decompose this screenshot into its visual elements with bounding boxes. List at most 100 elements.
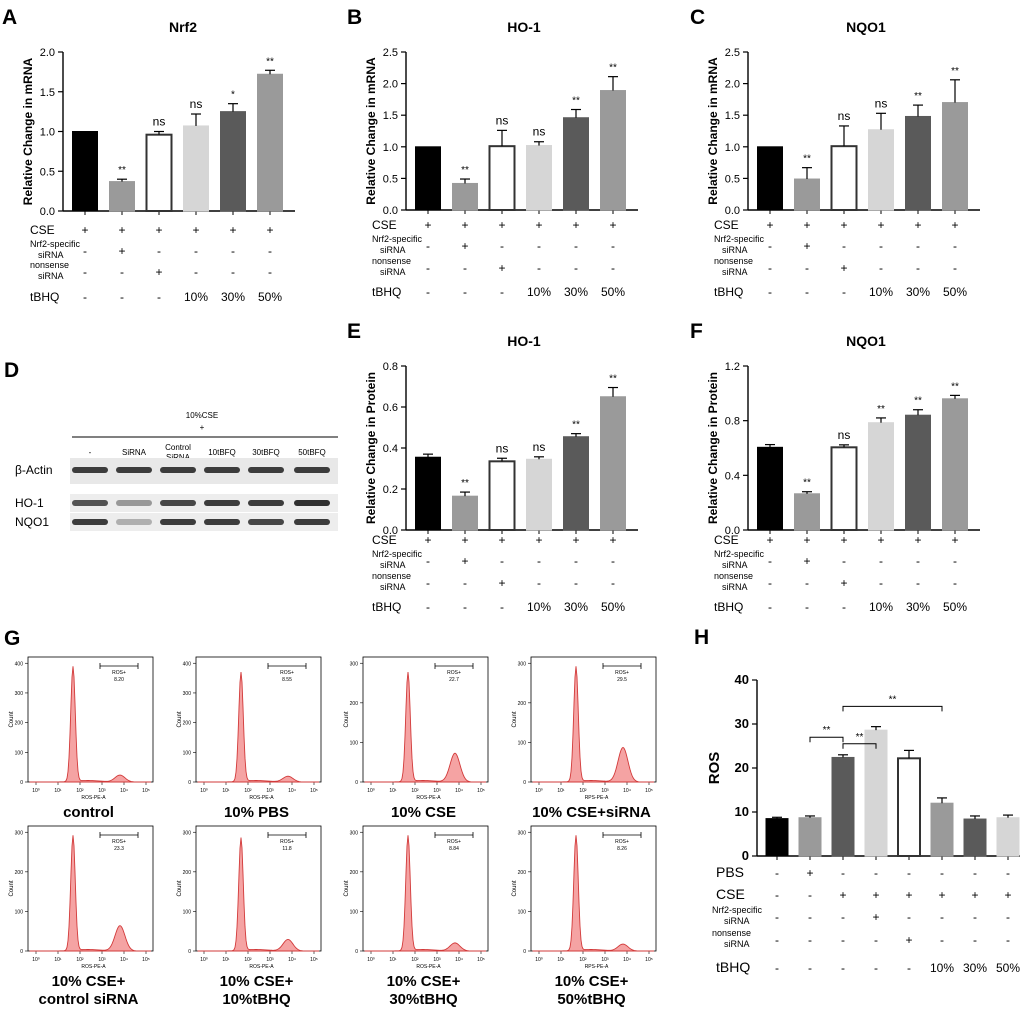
flow-histogram — [30, 835, 151, 952]
treatment-label: Nrf2-specific — [372, 234, 423, 244]
bar-E-4 — [563, 436, 589, 531]
treatment-value: - — [842, 239, 846, 253]
significance-label: ** — [914, 396, 922, 407]
treatment-value: + — [803, 239, 810, 253]
bracket-label: ** — [889, 694, 897, 705]
significance-label: ** — [803, 154, 811, 165]
significance-label: ** — [877, 404, 885, 415]
y-tick-label: 0.0 — [725, 205, 740, 217]
treatment-label-2: siRNA — [724, 939, 750, 949]
flow-x-tick-label: 10² — [76, 957, 84, 963]
treatment-value: - — [611, 576, 615, 590]
flow-x-tick-label: 10⁰ — [367, 957, 375, 963]
treatment-label: Nrf2-specific — [372, 549, 423, 559]
treatment-label: CSE — [372, 218, 397, 232]
flow-y-tick-label: 0 — [20, 949, 23, 955]
significance-bracket — [809, 736, 844, 743]
treatment-value: + — [424, 218, 431, 232]
treatment-value: + — [914, 533, 921, 547]
treatment-value: + — [118, 244, 125, 258]
treatment-value: - — [194, 244, 198, 258]
flow-x-tick-label: 10¹ — [54, 788, 62, 794]
flow-frame — [362, 656, 489, 783]
flow-y-tick-label: 100 — [518, 740, 527, 746]
treatment-value: + — [914, 218, 921, 232]
treatment-value: - — [907, 910, 911, 924]
treatment-value: - — [83, 244, 87, 258]
flow-gate-value: 11.8 — [282, 846, 292, 852]
flow-y-tick-label: 200 — [518, 701, 527, 707]
treatment-value: - — [842, 600, 846, 614]
bar-F-4 — [905, 414, 931, 531]
treatment-value: - — [775, 933, 779, 947]
y-tick-label: 2.5 — [383, 47, 398, 59]
treatment-label-2: siRNA — [722, 560, 748, 570]
flow-frame — [27, 825, 154, 952]
treatment-value: + — [572, 533, 579, 547]
flow-y-tick-label: 400 — [183, 661, 192, 667]
significance-label: ns — [153, 115, 166, 129]
bar-B-4 — [563, 117, 589, 211]
significance-label: ns — [496, 113, 509, 127]
treatment-value: - — [574, 261, 578, 275]
flow-frame — [530, 825, 657, 952]
flow-x-label: RPS-PE-A — [585, 795, 609, 801]
significance-label: ** — [461, 165, 469, 176]
treatment-value: 10% — [930, 961, 954, 975]
flow-gate-value: 22.7 — [449, 677, 459, 683]
flow-y-tick-label: 0 — [523, 780, 526, 786]
y-tick-label: 0.4 — [725, 470, 740, 482]
bar-B-3 — [526, 145, 552, 211]
flow-y-label: Count — [512, 880, 518, 896]
y-axis-label-C: Relative Change in mRNA — [706, 57, 720, 205]
treatment-label: PBS — [716, 864, 744, 880]
y-tick-label: 2.0 — [40, 47, 55, 59]
significance-label: ns — [190, 97, 203, 111]
flow-x-tick-label: 10⁰ — [200, 957, 208, 963]
treatment-value: - — [874, 933, 878, 947]
treatment-value: 50% — [996, 961, 1020, 975]
treatment-label: Nrf2-specific — [714, 234, 765, 244]
bar-F-1 — [794, 493, 820, 531]
treatment-value: - — [768, 285, 772, 299]
treatment-value: 50% — [258, 290, 282, 304]
flow-plot: 0 100 200 300 400 Count 10⁰ 10¹ 10² 10³ 10⁴ 10⁵ ROS-… — [177, 656, 322, 821]
bar-H-7 — [996, 817, 1020, 857]
flow-gate-value: 8.84 — [449, 846, 459, 852]
y-tick-label: 2.0 — [383, 79, 398, 91]
bar-H-6 — [963, 818, 987, 857]
treatment-label-2: siRNA — [380, 582, 406, 592]
y-tick-label: 0.4 — [383, 443, 398, 455]
bar-C-0 — [757, 146, 783, 211]
blot-band — [72, 500, 108, 506]
bar-B-0 — [415, 146, 441, 211]
flow-gate-value: 8.20 — [114, 677, 124, 683]
treatment-value: - — [916, 554, 920, 568]
treatment-value: + — [905, 888, 912, 902]
lane-label: - — [89, 448, 92, 457]
treatment-label: tBHQ — [372, 285, 401, 299]
flow-gate-label: ROS+ — [280, 839, 294, 845]
flow-plot: 0 100 200 300 Count 10⁰ 10¹ 10² 10³ 10⁴ 10⁵ RPS-PE-… — [512, 656, 657, 821]
significance-label: ns — [838, 109, 851, 123]
y-tick-label: 1.5 — [725, 110, 740, 122]
flow-y-label: Count — [344, 711, 350, 727]
blot-band — [294, 500, 330, 506]
treatment-value: - — [231, 244, 235, 258]
flow-x-tick-label: 10⁵ — [142, 788, 150, 794]
bar-F-0 — [757, 446, 783, 531]
treatment-value: - — [157, 290, 161, 304]
flow-y-tick-label: 300 — [183, 691, 192, 697]
treatment-value: - — [537, 576, 541, 590]
treatment-value: + — [840, 576, 847, 590]
flow-y-label: Count — [177, 711, 183, 727]
treatment-value: + — [155, 223, 162, 237]
flow-x-tick-label: 10² — [579, 957, 587, 963]
treatment-value: - — [768, 600, 772, 614]
treatment-value: 30% — [564, 285, 588, 299]
treatment-value: + — [266, 223, 273, 237]
treatment-label: nonsense — [372, 256, 411, 266]
treatment-value: 30% — [564, 600, 588, 614]
treatment-value: 30% — [963, 961, 987, 975]
